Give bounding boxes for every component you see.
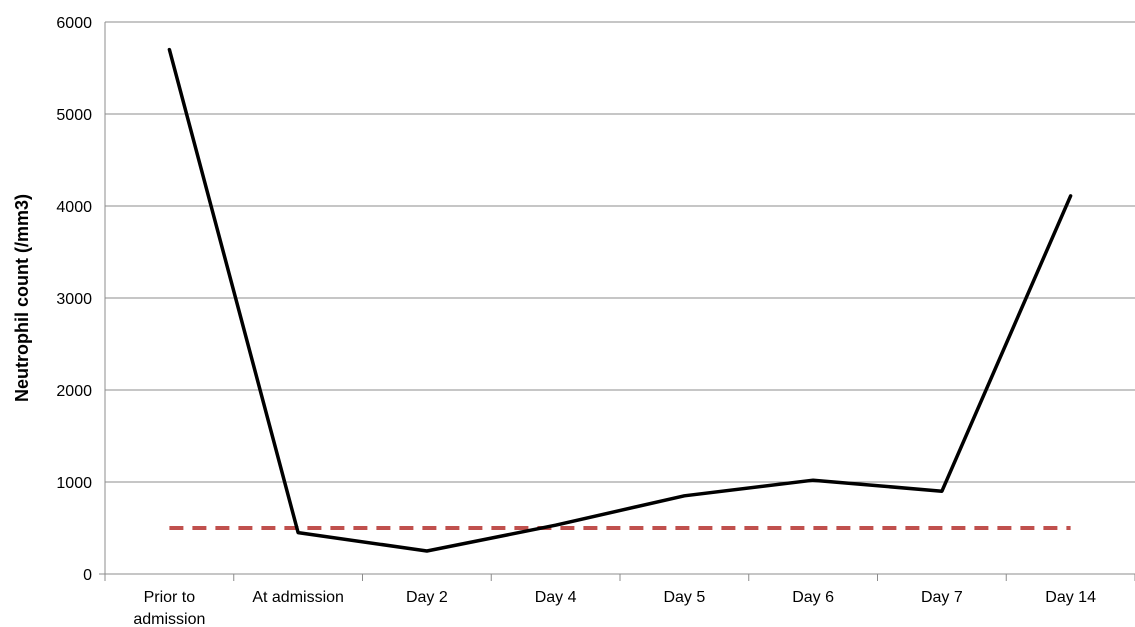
gridlines [105,21,1135,483]
neutrophil-count-line [167,47,1073,553]
x-tick-label: At admission [252,589,344,606]
axes [99,22,1135,581]
y-tick-label: 3000 [56,291,92,308]
x-tick-label: Day 5 [663,589,705,606]
y-tick-label: 6000 [56,15,92,32]
y-axis-label: Neutrophil count (/mm3) [12,194,32,402]
x-tick-label: Day 14 [1045,589,1096,606]
y-tick-labels: 0 1000 2000 3000 4000 5000 6000 [56,15,92,584]
y-tick-label: 4000 [56,199,92,216]
x-tick-labels: Prior to admission At admission Day 2 Day 4 D… [133,589,1096,627]
x-tick-label: Day 6 [792,589,834,606]
x-tick-label: Day 2 [406,589,448,606]
x-tick-label: Day 4 [535,589,577,606]
x-tick-label: Day 7 [921,589,963,606]
x-tick-label: Prior to admission [133,589,205,627]
y-tick-label: 0 [83,567,92,584]
y-tick-label: 2000 [56,383,92,400]
y-tick-label: 1000 [56,475,92,492]
y-tick-label: 5000 [56,107,92,124]
series-lines [167,47,1073,553]
